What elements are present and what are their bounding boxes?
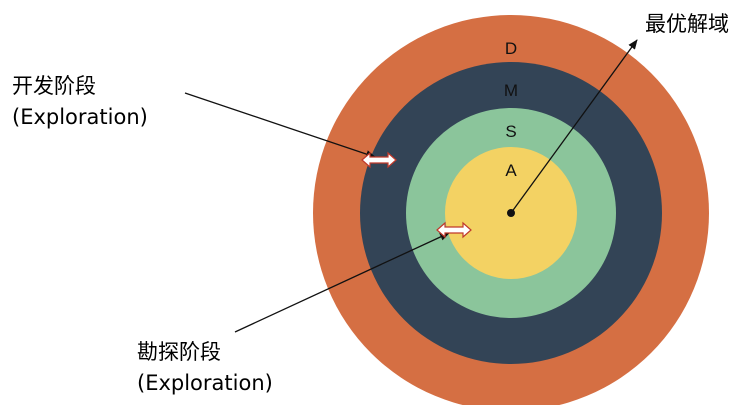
ring-label-m: M (504, 81, 518, 100)
exploration-label-line1: 勘探阶段 (137, 340, 221, 364)
double-arrow-icon-outer (361, 151, 397, 169)
exploration-label-line2: (Exploration) (137, 371, 273, 395)
exploitation-arrow (184, 92, 376, 158)
ring-label-s: S (505, 122, 516, 141)
center-dot (507, 209, 515, 217)
exploration-arrow (234, 232, 450, 333)
optimum-arrow (510, 39, 638, 214)
double-arrow-icon-inner (436, 221, 472, 239)
ring-label-d: D (505, 39, 517, 58)
ring-label-a: A (505, 161, 517, 180)
exploitation-label-line1: 开发阶段 (12, 74, 96, 98)
optimum-label: 最优解域 (645, 12, 729, 36)
exploitation-label-line2: (Exploration) (12, 105, 148, 129)
